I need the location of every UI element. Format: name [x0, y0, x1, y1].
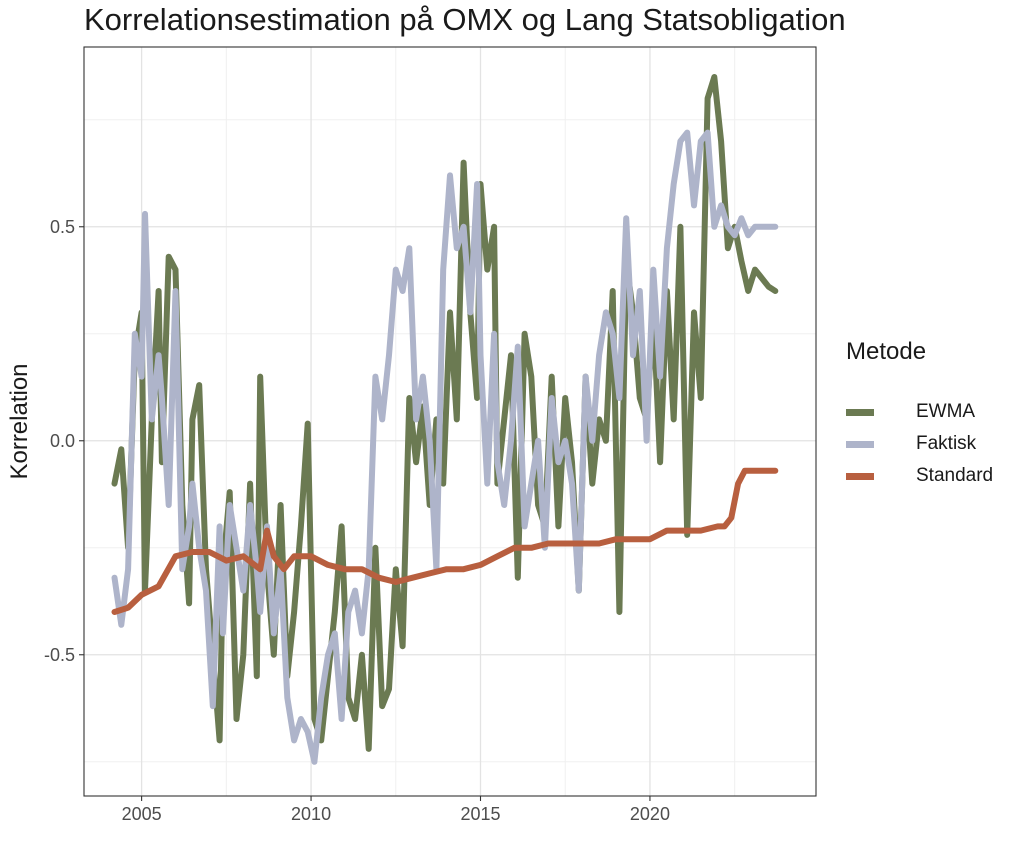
x-tick-label: 2015: [460, 804, 500, 824]
plot-frame: [83, 46, 817, 797]
axis-ticks: 2005 2010 2015 2020 -0.5 0.0 0.5: [44, 217, 670, 824]
x-tick-label: 2010: [291, 804, 331, 824]
line-chart: 2005 2010 2015 2020 -0.5 0.0 0.5 Korrelation: [6, 46, 817, 824]
x-tick-label: 2005: [122, 804, 162, 824]
legend-title: Metode: [846, 338, 927, 365]
legend-label: EWMA: [916, 401, 976, 422]
legend-swatch: [846, 472, 874, 480]
legend: Metode EWMA Faktisk Standard: [846, 338, 993, 492]
y-tick-label: -0.5: [44, 645, 75, 665]
y-axis-label: Korrelation: [6, 363, 33, 479]
y-tick-label: 0.5: [50, 217, 75, 237]
series-layer: [111, 74, 779, 765]
legend-swatch: [846, 408, 874, 416]
legend-item-standard: Standard: [846, 460, 993, 492]
legend-label: Faktisk: [916, 433, 977, 454]
legend-item-faktisk: Faktisk: [846, 428, 993, 460]
series-line-standard: [111, 467, 779, 615]
y-tick-label: 0.0: [50, 431, 75, 451]
legend-item-ewma: EWMA: [846, 396, 993, 428]
chart-title: Korrelationsestimation på OMX og Lang St…: [84, 2, 846, 37]
legend-label: Standard: [916, 465, 994, 486]
x-tick-label: 2020: [630, 804, 670, 824]
legend-swatch: [846, 440, 874, 448]
